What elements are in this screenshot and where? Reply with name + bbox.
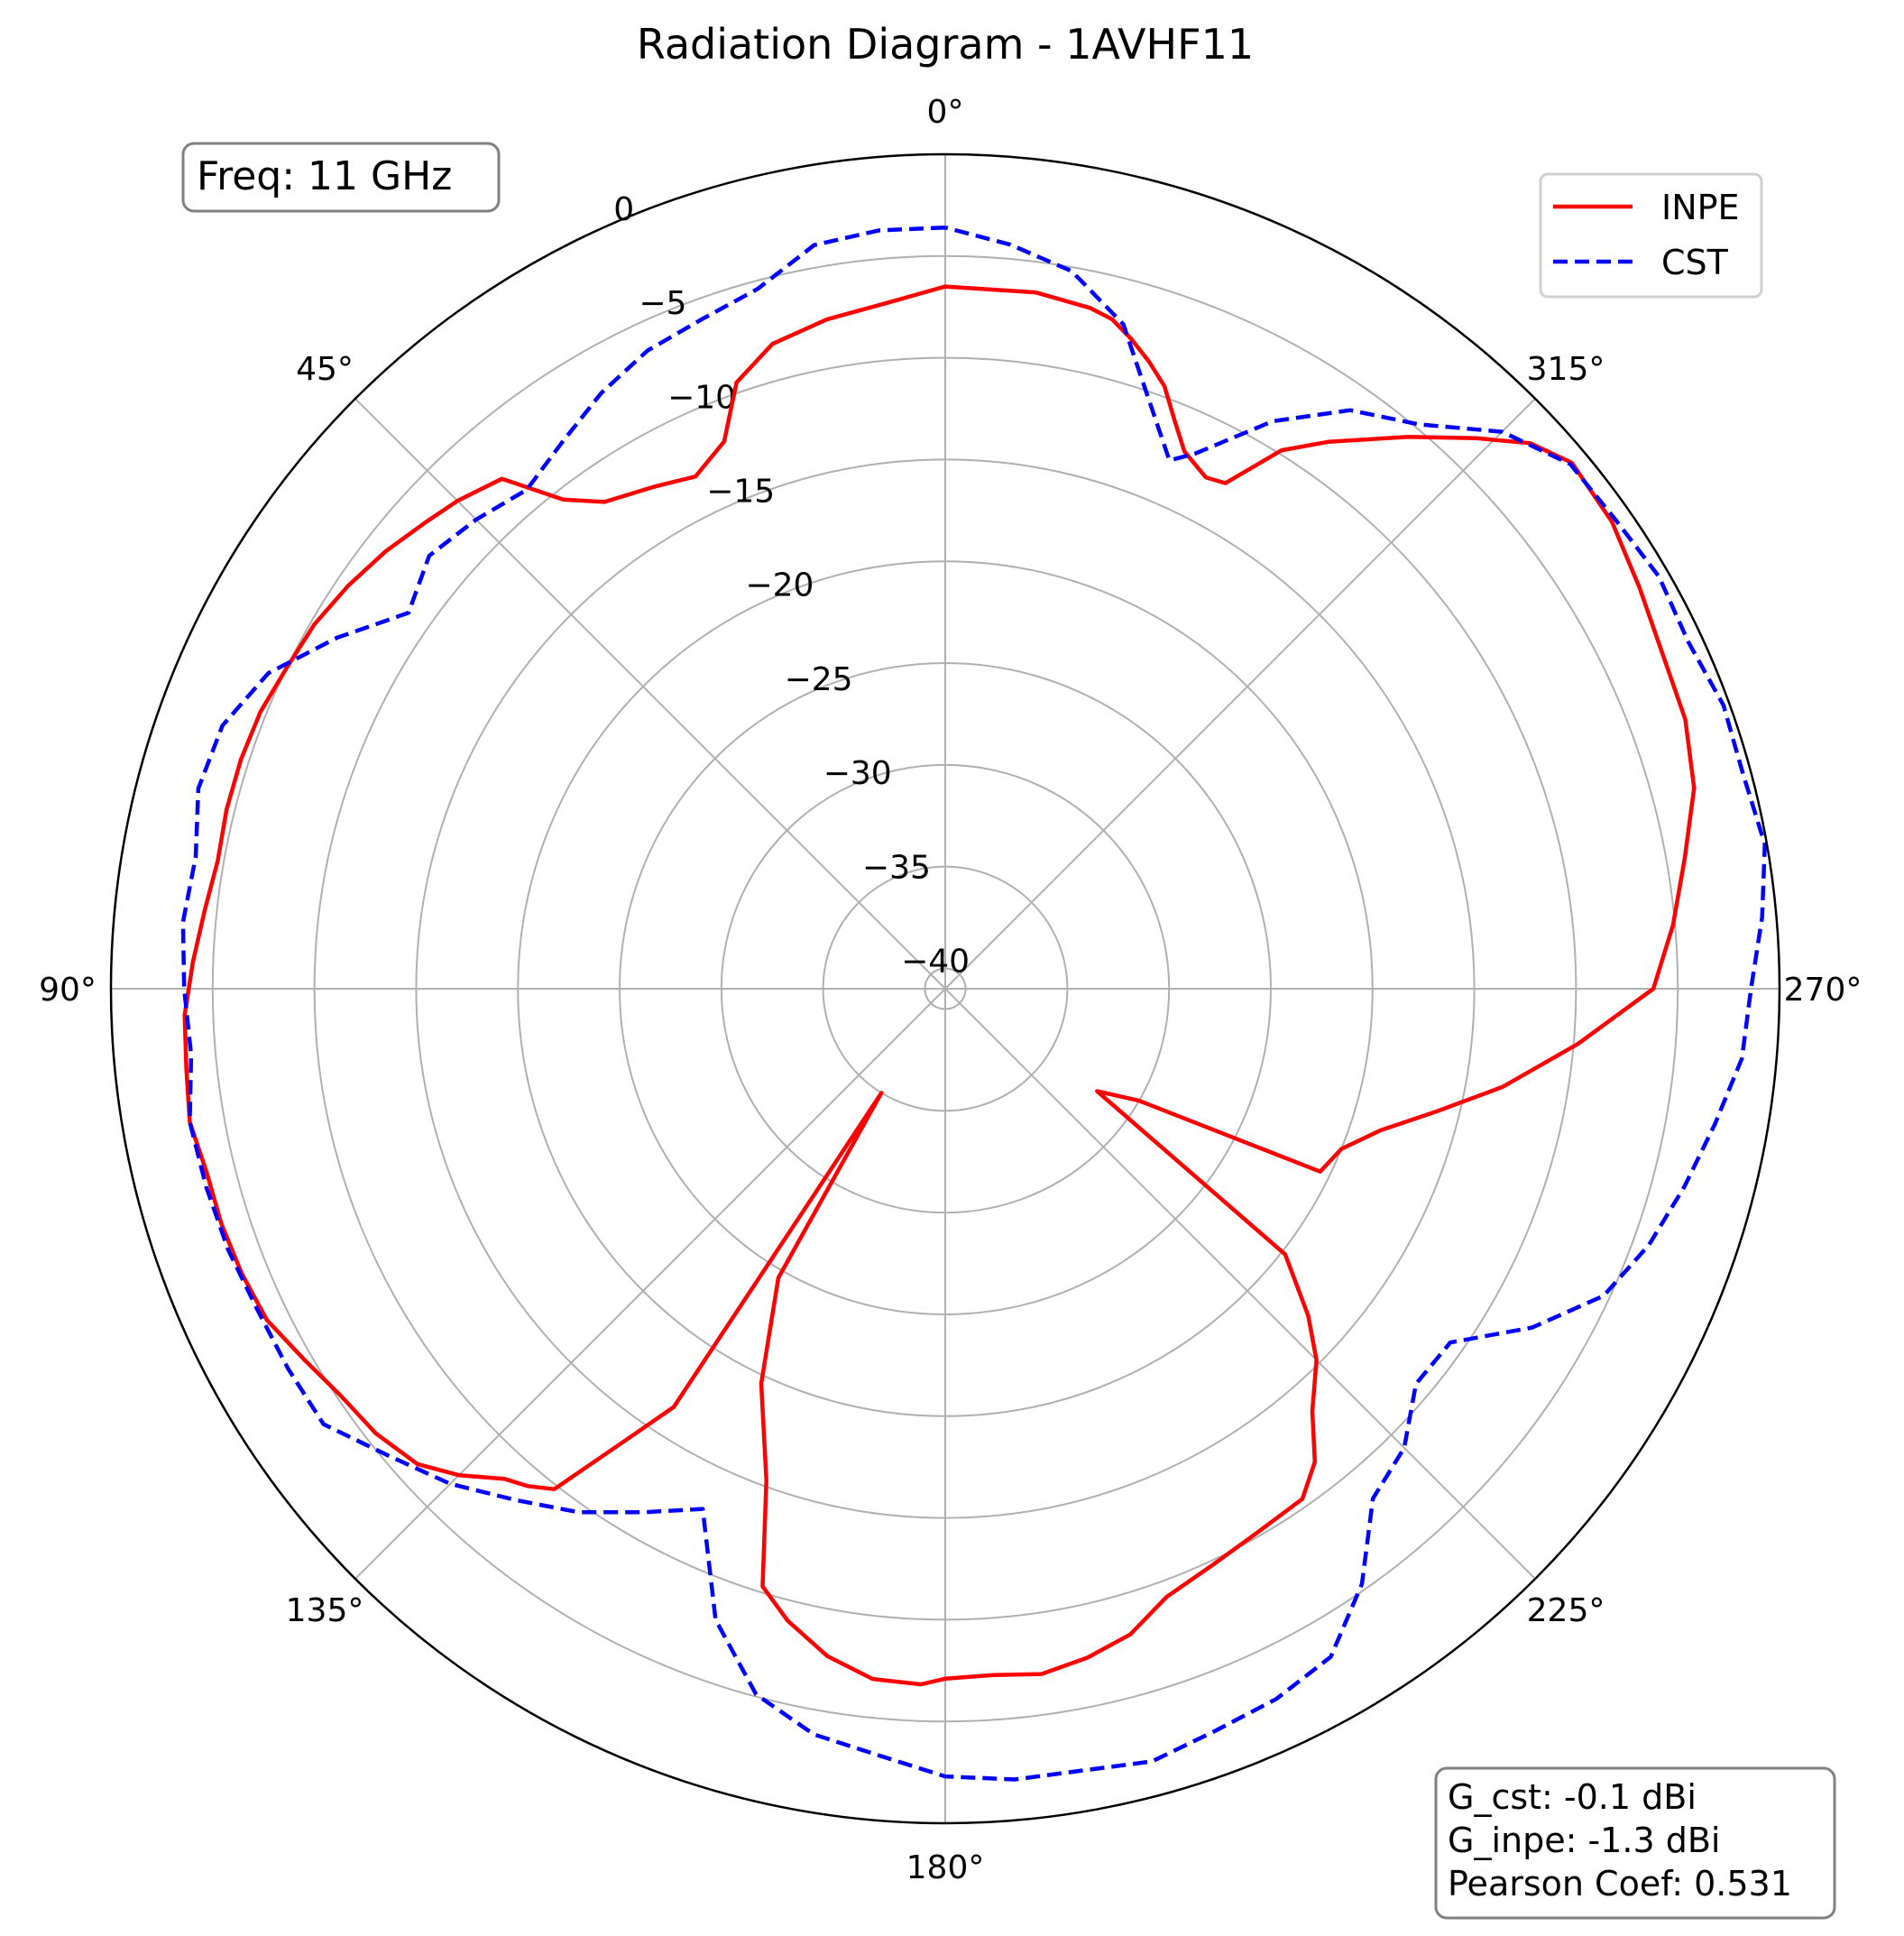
stats-annotation: G_cst: -0.1 dBi G_inpe: -1.3 dBi Pearson… [1434, 1766, 1836, 1920]
angle-tick-labels: 0° 45° 90° 135° 180° 225° 270° 315° [39, 94, 1862, 1886]
angle-tick-label: 0° [927, 94, 964, 131]
radial-tick-label: −40 [901, 944, 970, 981]
series-lines [180, 225, 1767, 1782]
radial-tick-label: −25 [785, 661, 853, 698]
stats-pearson: Pearson Coef: 0.531 [1448, 1864, 1792, 1904]
angle-tick-label: 90° [39, 972, 97, 1009]
radial-tick-label: −5 [639, 285, 686, 322]
radial-tick-label: 0 [613, 191, 634, 228]
angle-tick-label: 270° [1784, 972, 1863, 1009]
angle-tick-label: 135° [286, 1592, 364, 1629]
radial-tick-label: −20 [745, 567, 814, 604]
grid-spoke [354, 988, 946, 1580]
angle-tick-label: 180° [906, 1849, 985, 1886]
radial-tick-label: −30 [823, 755, 892, 792]
frequency-text: Freq: 11 GHz [197, 153, 452, 199]
stats-gain-inpe: G_inpe: -1.3 dBi [1448, 1821, 1720, 1860]
frequency-annotation: Freq: 11 GHz [181, 142, 501, 213]
series-line-cst [180, 225, 1767, 1782]
frequency-box [181, 142, 501, 213]
radial-tick-label: −35 [862, 849, 931, 886]
angle-tick-label: 225° [1527, 1592, 1605, 1629]
legend-label-cst: CST [1661, 243, 1729, 282]
polar-grid [111, 154, 1780, 1823]
angle-tick-label: 45° [296, 351, 354, 388]
stats-gain-cst: G_cst: -0.1 dBi [1448, 1777, 1697, 1817]
stats-box [1434, 1766, 1836, 1920]
polar-frame [109, 152, 1781, 1825]
radial-tick-label: −10 [667, 379, 736, 416]
series-line-inpe [182, 284, 1697, 1687]
legend: INPE CST [1539, 172, 1763, 299]
grid-spoke [944, 398, 1536, 990]
grid-spoke [944, 988, 1536, 1580]
chart-title: Radiation Diagram - 1AVHF11 [637, 20, 1254, 69]
radial-tick-labels: 0 −5 −10 −15 −20 −25 −30 −35 −40 [613, 191, 970, 981]
angle-tick-label: 315° [1527, 351, 1605, 388]
legend-label-inpe: INPE [1661, 188, 1740, 227]
radial-tick-label: −15 [706, 474, 775, 511]
grid-spoke [354, 398, 946, 990]
